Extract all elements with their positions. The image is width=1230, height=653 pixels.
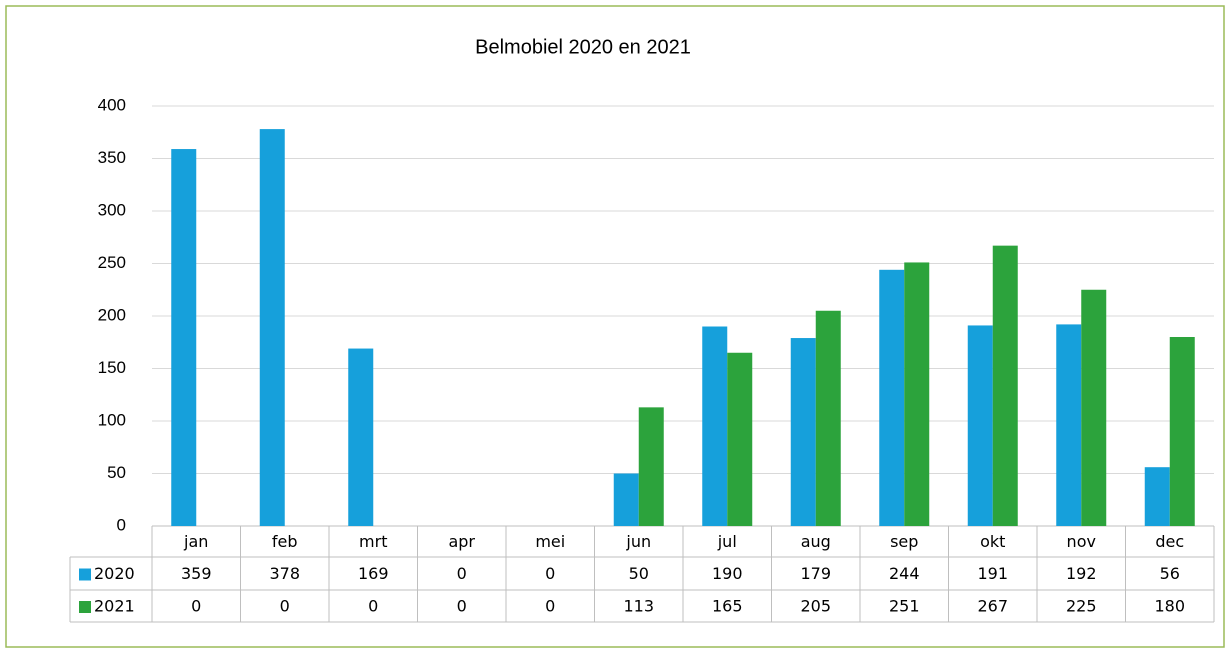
table-value: 192 [1066, 564, 1097, 583]
bar [1081, 289, 1107, 526]
bar [904, 262, 930, 526]
legend-key [79, 568, 91, 581]
bar [790, 338, 816, 526]
bar [992, 245, 1018, 526]
bar [638, 407, 664, 526]
legend-key [79, 601, 91, 613]
x-tick-label: mrt [359, 532, 387, 551]
chart-frame [5, 5, 1225, 648]
y-tick-label: 300 [98, 200, 126, 219]
bar [1056, 324, 1082, 526]
y-tick-label: 350 [98, 148, 126, 167]
y-tick-label: 250 [98, 253, 126, 272]
chart-title: Belmobiel 2020 en 2021 [475, 36, 691, 58]
legend-label: 2020 [94, 564, 135, 583]
table-value: 0 [280, 597, 290, 616]
y-tick-label: 200 [98, 305, 126, 324]
table-value: 50 [629, 564, 649, 583]
bar [815, 310, 841, 526]
table-value: 244 [889, 564, 920, 583]
table-value: 0 [545, 597, 555, 616]
table-value: 165 [712, 597, 743, 616]
x-tick-label: feb [272, 532, 298, 551]
y-tick-label: 150 [98, 358, 126, 377]
x-tick-label: jan [183, 532, 208, 551]
bar [702, 326, 728, 526]
table-value: 378 [269, 564, 300, 583]
bar [879, 269, 905, 526]
bar [1169, 337, 1195, 526]
legend-label: 2021 [94, 597, 135, 616]
bar [727, 352, 753, 526]
bar [348, 348, 374, 526]
x-tick-label: nov [1067, 532, 1096, 551]
table-value: 191 [977, 564, 1008, 583]
x-tick-label: jun [625, 532, 651, 551]
x-tick-label: aug [801, 532, 831, 551]
table-value: 267 [977, 597, 1008, 616]
bar [967, 325, 993, 526]
y-tick-label: 0 [117, 515, 126, 534]
table-value: 0 [545, 564, 555, 583]
table-value: 180 [1154, 597, 1185, 616]
table-value: 359 [181, 564, 212, 583]
x-tick-label: sep [890, 532, 918, 551]
table-value: 0 [457, 564, 467, 583]
x-tick-label: okt [980, 532, 1005, 551]
bar [171, 149, 197, 527]
table-value: 56 [1160, 564, 1180, 583]
bar [259, 129, 285, 526]
y-tick-label: 100 [98, 410, 126, 429]
x-tick-label: apr [448, 532, 475, 551]
table-value: 0 [457, 597, 467, 616]
bar [1144, 467, 1170, 526]
table-value: 169 [358, 564, 389, 583]
bar [613, 473, 639, 526]
table-value: 205 [800, 597, 831, 616]
y-tick-label: 50 [107, 463, 126, 482]
table-value: 251 [889, 597, 920, 616]
y-tick-label: 400 [98, 95, 126, 114]
x-tick-label: mei [535, 532, 565, 551]
table-value: 113 [623, 597, 654, 616]
table-value: 0 [368, 597, 378, 616]
table-value: 225 [1066, 597, 1097, 616]
table-value: 179 [800, 564, 831, 583]
x-tick-label: jul [717, 532, 737, 551]
x-tick-label: dec [1155, 532, 1184, 551]
table-value: 0 [191, 597, 201, 616]
table-value: 190 [712, 564, 743, 583]
